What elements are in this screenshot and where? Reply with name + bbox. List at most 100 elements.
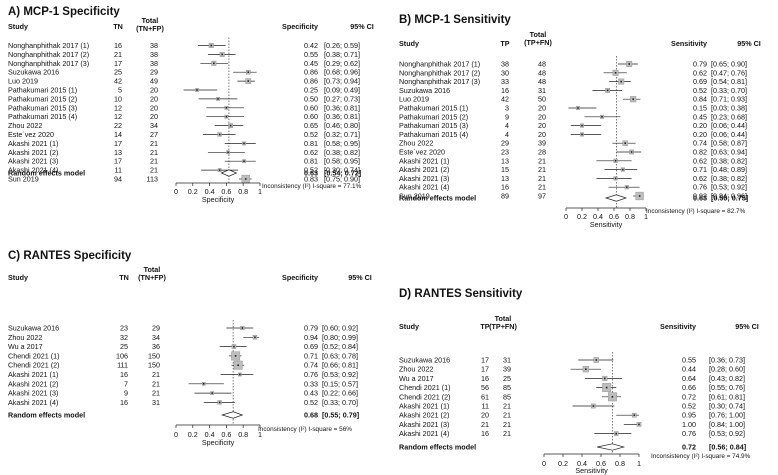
study-label: Suzukawa 2016 [399, 86, 450, 95]
pooled-label: Random effects model [399, 194, 476, 203]
study-label: Nonghanphithak 2017 (2) [399, 68, 480, 77]
study-total: 20 [538, 104, 546, 113]
study-estimate-point [221, 53, 223, 56]
study-ci-value: [0.30; 0.74] [709, 402, 745, 411]
study-total: 48 [538, 68, 546, 77]
study-estimate-value: 0.62 [693, 68, 707, 77]
study-ci-value: [0.54; 0.81] [711, 77, 747, 86]
forest-plot-svg: Study TN Total(TN+FP) Specificity 95% CI Nong… [8, 16, 374, 204]
study-total: 150 [148, 361, 160, 370]
study-label: Chendi 2021 (1) [8, 351, 60, 360]
column-header-total: Total [530, 30, 547, 39]
study-ci-value: [0.23; 0.68] [711, 112, 747, 121]
study-ci-value: [0.76; 1.00] [709, 411, 745, 420]
study-count: 17 [481, 356, 489, 365]
study-estimate-value: 0.60 [304, 103, 318, 112]
study-ci-value: [0.53; 0.92] [322, 370, 358, 379]
study-ci-value: [0.06; 0.44] [711, 130, 747, 139]
study-count: 111 [117, 361, 128, 370]
x-axis-tick-label: 0.2 [188, 430, 198, 439]
study-count: 25 [120, 342, 128, 351]
study-total: 38 [150, 59, 158, 68]
study-estimate-value: 0.52 [304, 130, 318, 139]
heterogeneity-note: Inconsistency (I²) I-square = 56% [258, 426, 352, 433]
x-axis-tick-label: 0 [174, 430, 178, 439]
study-estimate-point [626, 186, 628, 188]
study-label: Este´vez 2020 [8, 130, 54, 139]
study-estimate-point [638, 423, 640, 426]
study-estimate-point [614, 177, 617, 180]
study-label: Pathakumari 2015 (3) [8, 103, 77, 112]
study-label: Akashi 2021 (3) [8, 389, 58, 398]
study-estimate-value: 0.52 [304, 398, 318, 407]
study-count: 12 [114, 112, 122, 121]
panel-title: C) RANTES Specificity [8, 250, 132, 262]
x-axis-tick-label: 0.4 [593, 212, 603, 221]
study-estimate-point [202, 383, 205, 385]
study-total: 21 [503, 402, 511, 411]
column-header-study: Study [8, 273, 28, 282]
study-label: Pathakumari 2015 (4) [8, 112, 77, 121]
study-ci-value: [0.28; 0.60] [709, 365, 745, 374]
study-total: 113 [147, 175, 158, 184]
study-label: Akashi 2021 (2) [8, 148, 58, 157]
study-count: 16 [501, 183, 509, 192]
study-estimate-value: 0.76 [682, 429, 696, 438]
pooled-ci-value: [0.56; 0.84] [709, 443, 746, 452]
study-estimate-value: 0.52 [304, 166, 318, 175]
x-axis-tick-label: 0.8 [625, 212, 635, 221]
study-label: Akashi 2021 (3) [8, 157, 58, 166]
study-label: Akashi 2021 (3) [399, 420, 449, 429]
study-estimate-value: 0.60 [304, 112, 318, 121]
study-total: 36 [152, 342, 160, 351]
study-count: 21 [114, 50, 122, 59]
study-ci-value: [0.06; 0.44] [711, 121, 747, 130]
study-estimate-point [581, 124, 583, 127]
study-count: 21 [481, 420, 489, 429]
study-ci-value: [0.84; 1.00] [709, 420, 745, 429]
x-axis-tick-label: 0.2 [577, 212, 587, 221]
study-label: Nonghanphithak 2017 (1) [399, 60, 480, 69]
study-estimate-value: 0.69 [693, 77, 707, 86]
study-count: 17 [114, 139, 122, 148]
x-axis-tick-label: 0.8 [238, 430, 248, 439]
study-ci-value: [0.84; 0.96] [711, 192, 747, 201]
study-total: 21 [503, 420, 511, 429]
study-label: Nonghanphithak 2017 (3) [8, 59, 89, 68]
study-label: Suzukawa 2016 [8, 68, 59, 77]
study-count: 16 [114, 41, 122, 50]
study-count: 7 [124, 379, 128, 388]
x-axis-tick-label: 0.4 [577, 459, 587, 468]
study-count: 30 [501, 68, 509, 77]
study-ci-value: [0.33; 0.70] [322, 398, 358, 407]
study-estimate-point [620, 80, 622, 83]
study-estimate-value: 0.64 [682, 374, 696, 383]
study-total: 31 [503, 356, 511, 365]
study-estimate-value: 0.86 [304, 77, 318, 86]
study-total: 28 [538, 148, 546, 157]
study-count: 9 [505, 112, 509, 121]
column-header-study: Study [8, 22, 28, 31]
study-estimate-point [196, 89, 198, 91]
study-total: 34 [152, 333, 160, 342]
x-axis-tick-label: 0.4 [205, 187, 215, 196]
pooled-estimate-value: 0.63 [304, 169, 318, 178]
study-estimate-value: 0.86 [304, 68, 318, 77]
study-estimate-value: 0.45 [693, 112, 707, 121]
study-estimate-point [210, 44, 213, 47]
x-axis-label: Sensitivity [575, 466, 608, 475]
study-estimate-value: 0.74 [304, 361, 318, 370]
x-axis-tick-label: 0.6 [596, 459, 606, 468]
study-estimate-value: 0.74 [693, 139, 707, 148]
study-ci-value: [0.22; 0.66] [322, 389, 358, 398]
study-ci-value: [0.26; 0.59] [324, 41, 360, 50]
study-estimate-value: 0.20 [693, 121, 707, 130]
panel-title: B) MCP-1 Sensitivity [399, 14, 511, 26]
study-count: 33 [501, 77, 509, 86]
study-label: Pathakumari 2015 (2) [8, 94, 77, 103]
study-count: 4 [505, 130, 509, 139]
study-label: Chendi 2021 (2) [8, 361, 60, 370]
study-count: 17 [481, 365, 489, 374]
forest-panel-d: D) RANTES Sensitivity Study TP Total (TP+FN… [389, 240, 778, 475]
x-axis-tick-label: 0.8 [615, 459, 625, 468]
